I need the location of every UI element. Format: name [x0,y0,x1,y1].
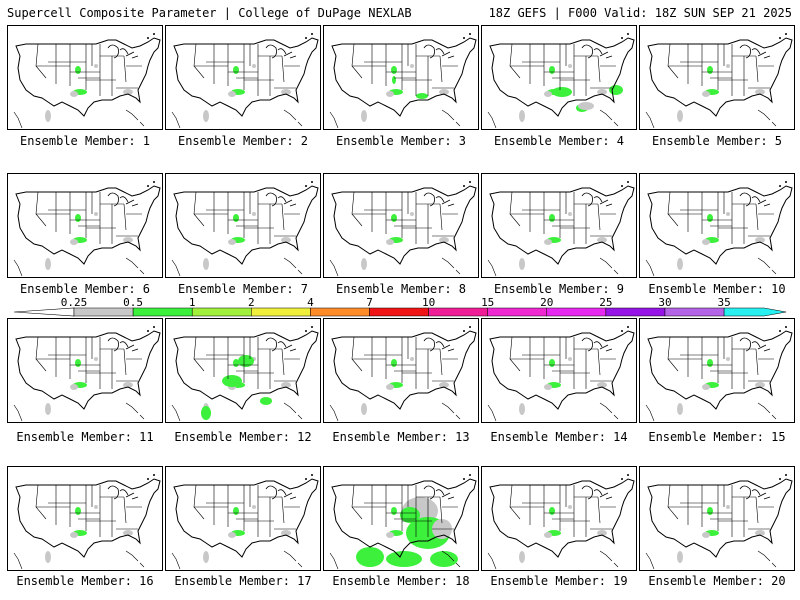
colorbar-tick-label: 7 [366,296,373,309]
colorbar-segment-1 [73,307,134,317]
ensemble-map-19 [481,466,637,571]
ensemble-map-12 [165,318,321,423]
ensemble-map-17 [165,466,321,571]
colorbar-segment-11 [664,307,725,317]
ensemble-map-16 [7,466,163,571]
ensemble-map-13 [323,318,479,423]
ensemble-map-5 [639,25,795,130]
colorbar-tick-label: 1 [189,296,196,309]
ensemble-member-label-11: Ensemble Member: 11 [16,430,154,444]
ensemble-map-18 [323,466,479,571]
ensemble-member-label-6: Ensemble Member: 6 [19,282,151,296]
ensemble-member-label-3: Ensemble Member: 3 [335,134,467,148]
colorbar-tick-label: 10 [422,296,435,309]
ensemble-map-3 [323,25,479,130]
colorbar-tick-label: 35 [717,296,730,309]
colorbar-segment-6 [369,307,429,317]
ensemble-map-1 [7,25,163,130]
colorbar: 0.25 0.5 1 2 4 7 10 15 20 25 30 35 [13,296,787,317]
ensemble-member-label-7: Ensemble Member: 7 [177,282,309,296]
ensemble-member-label-14: Ensemble Member: 14 [490,430,628,444]
ensemble-member-label-16: Ensemble Member: 16 [16,574,154,588]
colorbar-tick-label: 15 [481,296,494,309]
ensemble-map-14 [481,318,637,423]
model-valid-time: 18Z GEFS | F000 Valid: 18Z SUN SEP 21 20… [488,6,792,20]
ensemble-map-9 [481,173,637,278]
ensemble-map-8 [323,173,479,278]
ensemble-map-7 [165,173,321,278]
colorbar-tick-label: 25 [599,296,612,309]
colorbar-tick-label: 0.25 [61,296,88,309]
ensemble-member-label-8: Ensemble Member: 8 [335,282,467,296]
ensemble-map-4 [481,25,637,130]
ensemble-member-label-9: Ensemble Member: 9 [493,282,625,296]
ensemble-map-6 [7,173,163,278]
colorbar-segment-5 [310,307,370,317]
ensemble-member-label-12: Ensemble Member: 12 [174,430,312,444]
colorbar-tick-label: 2 [248,296,255,309]
ensemble-member-label-18: Ensemble Member: 18 [332,574,470,588]
colorbar-tick-label: 4 [307,296,314,309]
ensemble-map-10 [639,173,795,278]
map-title: Supercell Composite Parameter | College … [7,6,412,20]
ensemble-member-label-15: Ensemble Member: 15 [648,430,786,444]
colorbar-tick-label: 20 [540,296,553,309]
colorbar-segment-2 [132,307,193,317]
ensemble-map-11 [7,318,163,423]
ensemble-member-label-1: Ensemble Member: 1 [19,134,151,148]
ensemble-map-20 [639,466,795,571]
colorbar-tick-label: 30 [658,296,671,309]
colorbar-segment-12 [723,307,787,317]
ensemble-member-label-20: Ensemble Member: 20 [648,574,786,588]
colorbar-low-arrow [13,307,75,317]
ensemble-member-label-13: Ensemble Member: 13 [332,430,470,444]
ensemble-member-label-17: Ensemble Member: 17 [174,574,312,588]
colorbar-segment-7 [428,307,488,317]
ensemble-map-15 [639,318,795,423]
ensemble-map-2 [165,25,321,130]
colorbar-segment-3 [191,307,252,317]
ensemble-member-label-19: Ensemble Member: 19 [490,574,628,588]
ensemble-member-label-5: Ensemble Member: 5 [651,134,783,148]
colorbar-segment-4 [251,307,311,317]
ensemble-member-label-2: Ensemble Member: 2 [177,134,309,148]
colorbar-tick-label: 0.5 [123,296,143,309]
ensemble-member-label-4: Ensemble Member: 4 [493,134,625,148]
ensemble-member-label-10: Ensemble Member: 10 [648,282,786,296]
colorbar-segment-8 [487,307,548,317]
colorbar-segment-10 [605,307,666,317]
colorbar-segment-9 [546,307,607,317]
